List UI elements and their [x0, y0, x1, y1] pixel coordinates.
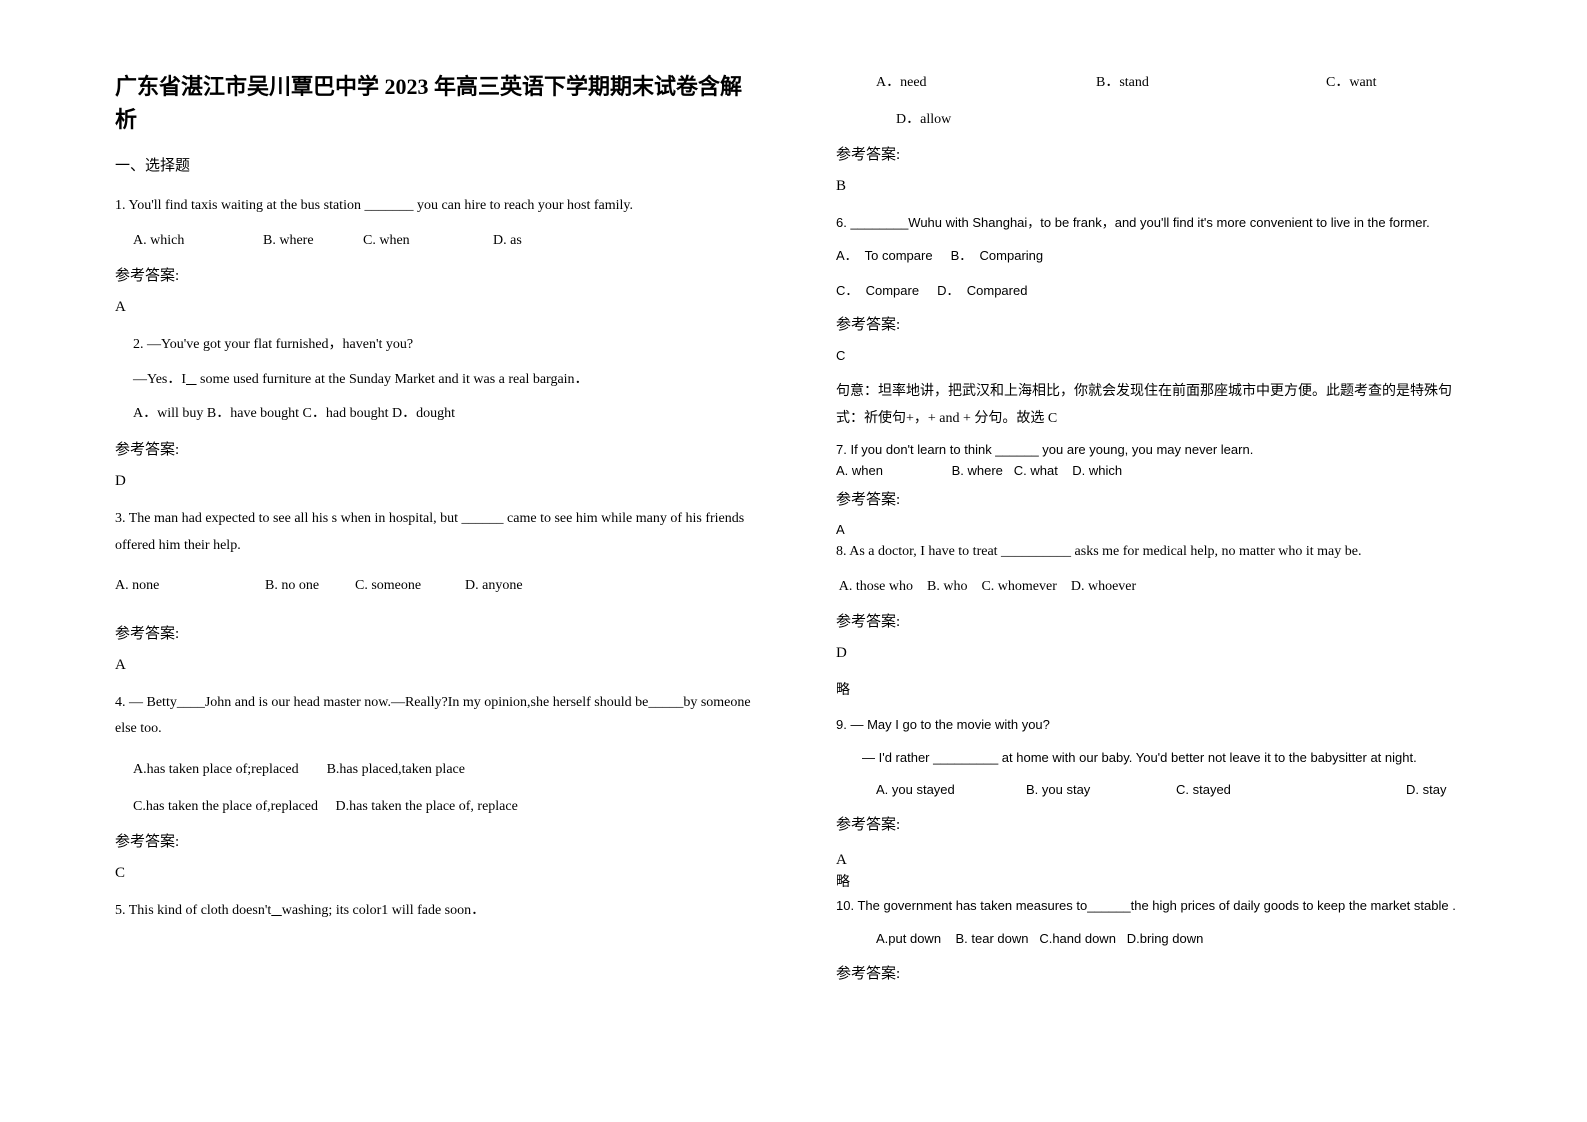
q5-answer: B [836, 178, 1477, 195]
q3-options: A. none B. no one C. someone D. anyone [115, 573, 756, 600]
q3-opt-b: B. no one [265, 573, 355, 600]
q4-stem: 4. — Betty____John and is our head maste… [115, 690, 756, 743]
q6-stem: 6. ________Wuhu with Shanghai，to be fran… [836, 211, 1477, 236]
q2-answer-heading: 参考答案: [115, 438, 756, 459]
q9-opt-a: A. you stayed [876, 778, 1026, 803]
q9-line2: — I'd rather _________ at home with our … [836, 746, 1477, 771]
q6-answer-heading: 参考答案: [836, 313, 1477, 334]
q4-opts-ab: A.has taken place of;replaced B.has plac… [115, 757, 756, 784]
q7-answer: A [836, 522, 1477, 537]
q1-stem: 1. You'll find taxis waiting at the bus … [115, 193, 756, 220]
q3-stem: 3. The man had expected to see all his s… [115, 506, 756, 559]
q5-opt-d: D．allow [836, 107, 1477, 134]
q1-opt-d: D. as [493, 228, 522, 255]
q1-options: A. which B. where C. when D. as [115, 228, 756, 255]
q7-answer-heading: 参考答案: [836, 488, 1477, 512]
q9-opt-b: B. you stay [1026, 778, 1176, 803]
left-column: 广东省湛江市吴川覃巴中学 2023 年高三英语下学期期末试卷含解析 一、选择题 … [95, 70, 796, 983]
q3-opt-c: C. someone [355, 573, 465, 600]
q2-options: A．will buy B．have bought C．had bought D．… [115, 401, 756, 428]
q7-stem: 7. If you don't learn to think ______ yo… [836, 440, 1477, 461]
q10-answer-heading: 参考答案: [836, 962, 1477, 983]
q9-explanation: 略 [836, 872, 1477, 894]
q1-opt-c: C. when [363, 228, 493, 255]
q9-opt-d: D. stay [1406, 778, 1446, 803]
q8-answer: D [836, 645, 1477, 662]
q5-opt-c: C．want [1326, 70, 1377, 97]
section-heading: 一、选择题 [115, 154, 756, 175]
q8-options: A. those who B. who C. whomever D. whoev… [836, 574, 1477, 601]
q5-opt-b: B．stand [1096, 70, 1326, 97]
q10-options: A.put down B. tear down C.hand down D.br… [836, 927, 1477, 952]
q9-line1: 9. — May I go to the movie with you? [836, 713, 1477, 738]
document-page: 广东省湛江市吴川覃巴中学 2023 年高三英语下学期期末试卷含解析 一、选择题 … [0, 0, 1587, 1023]
q10-stem: 10. The government has taken measures to… [836, 894, 1477, 919]
right-column: A．need B．stand C．want D．allow 参考答案: B 6.… [796, 70, 1497, 983]
q9-answer: A [836, 848, 1477, 872]
q2-answer: D [115, 473, 756, 490]
doc-title: 广东省湛江市吴川覃巴中学 2023 年高三英语下学期期末试卷含解析 [115, 70, 756, 136]
q5-stem: 5. This kind of cloth doesn't washing; i… [115, 898, 756, 925]
q8-explanation: 略 [836, 678, 1477, 705]
q1-answer-heading: 参考答案: [115, 264, 756, 285]
q1-opt-b: B. where [263, 228, 363, 255]
q9-answer-heading: 参考答案: [836, 813, 1477, 834]
q7-block: 7. If you don't learn to think ______ yo… [836, 440, 1477, 512]
q5-opt-a: A．need [876, 70, 1096, 97]
q3-opt-d: D. anyone [465, 573, 523, 600]
q7-options: A. when B. where C. what D. which [836, 461, 1477, 482]
q8-answer-heading: 参考答案: [836, 610, 1477, 631]
q1-opt-a: A. which [133, 228, 263, 255]
q6-explanation: 句意：坦率地讲，把武汉和上海相比，你就会发现住在前面那座城市中更方便。此题考查的… [836, 379, 1477, 432]
q4-opts-cd: C.has taken the place of,replaced D.has … [115, 794, 756, 821]
q1-answer: A [115, 299, 756, 316]
q9-options: A. you stayed B. you stay C. stayed D. s… [836, 778, 1477, 803]
q5-options-row1: A．need B．stand C．want [836, 70, 1477, 97]
q9-opt-c: C. stayed [1176, 778, 1406, 803]
q3-opt-a: A. none [115, 573, 265, 600]
q6-answer: C [836, 348, 1477, 363]
q3-answer: A [115, 657, 756, 674]
q4-answer: C [115, 865, 756, 882]
q4-answer-heading: 参考答案: [115, 830, 756, 851]
q5-answer-heading: 参考答案: [836, 143, 1477, 164]
q3-answer-heading: 参考答案: [115, 622, 756, 643]
q9-answer-block: A 略 [836, 848, 1477, 894]
q2-line2: —Yes．I some used furniture at the Sunday… [115, 367, 756, 394]
q6-opts-ab: A． To compare B． Comparing [836, 244, 1477, 269]
q6-opts-cd: C． Compare D． Compared [836, 279, 1477, 304]
q8-stem: 8. As a doctor, I have to treat ________… [836, 539, 1477, 566]
q2-line1: 2. —You've got your flat furnished，haven… [115, 332, 756, 359]
